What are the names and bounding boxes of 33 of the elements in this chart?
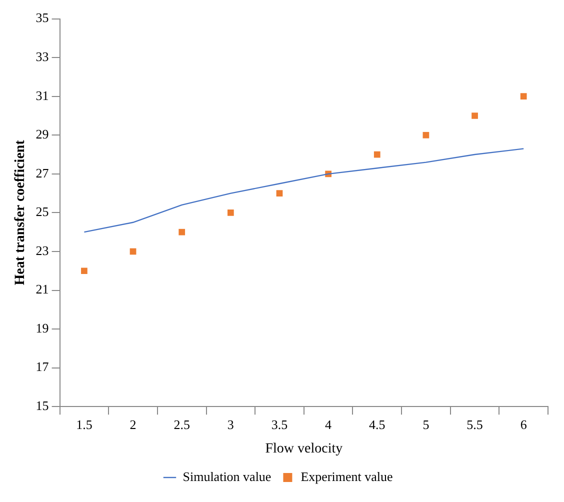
point: [276, 190, 283, 196]
y-tick-label: 31: [36, 88, 49, 103]
y-tick-label: 29: [36, 126, 49, 142]
x-tick-label: 4: [325, 416, 332, 432]
x-tick-label: 3: [227, 416, 234, 432]
y-tick-label: 15: [36, 398, 49, 414]
point: [374, 151, 380, 158]
point: [178, 228, 186, 236]
x-tick-label: 1.5: [76, 416, 92, 432]
legend-label: Experiment value: [300, 468, 393, 484]
y-tick-label: 35: [36, 10, 49, 26]
y-tick-label: 21: [36, 282, 49, 297]
point: [81, 268, 88, 274]
y-tick-label: 27: [36, 165, 50, 180]
x-tick-label: 5: [422, 416, 430, 432]
x-tick-label: 6: [520, 416, 528, 432]
y-tick-label: 33: [36, 49, 49, 64]
y-tick-label: 25: [36, 204, 49, 220]
x-axis-title: Flow velocity: [265, 441, 343, 456]
x-tick-label: 3.5: [271, 416, 288, 432]
y-axis-title: Heat transfer coefficient: [13, 140, 28, 286]
x-tick-label: 2: [130, 416, 136, 432]
point: [422, 132, 430, 138]
y-tick-label: 19: [36, 320, 49, 336]
x-tick-label: 2.5: [174, 416, 190, 432]
x-tick-label: 5.5: [466, 416, 483, 432]
point: [227, 210, 234, 216]
legend-label: Simulation value: [182, 468, 272, 484]
x-tick-label: 4.5: [369, 416, 386, 432]
point: [520, 93, 527, 100]
y-tick-label: 17: [36, 359, 50, 374]
y-tick-label: 23: [36, 242, 49, 258]
point: [472, 112, 478, 119]
